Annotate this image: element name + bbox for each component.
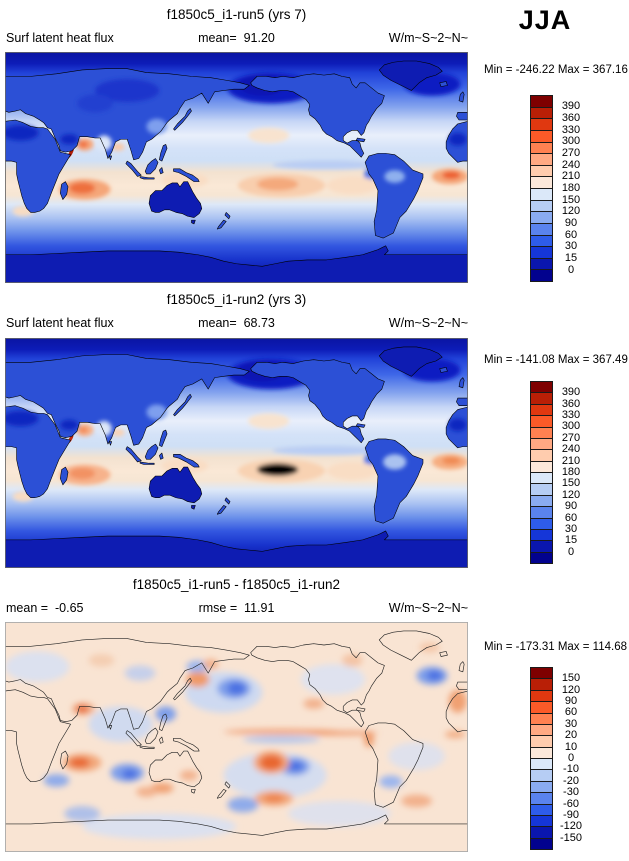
panel3-units-label: W/m~S~2~N~ — [388, 601, 468, 615]
colorbar-tick-label: 330 — [561, 123, 581, 136]
panel1-minmax-label: Min = -246.22 Max = 367.16 — [484, 64, 628, 76]
panel3-map — [5, 622, 468, 852]
panel1-mean-label: mean= 91.20 — [198, 31, 275, 45]
colorbar-tick-label: 30 — [564, 717, 578, 730]
colorbar-tick-label: 90 — [564, 695, 578, 708]
colorbar-tick-label: 15 — [564, 252, 578, 265]
colorbar-tick-label: 90 — [564, 500, 578, 513]
panel2-title: f1850c5_i1-run2 (yrs 3) — [166, 292, 307, 307]
colorbar-tick-label: 240 — [561, 443, 581, 456]
colorbar-tick-label: 180 — [561, 466, 581, 479]
colorbar-tick-label: -10 — [563, 763, 579, 776]
colorbar-tick-label: 0 — [567, 752, 575, 765]
panel1-map-svg — [5, 52, 468, 283]
colorbar-tick-label: -60 — [563, 797, 579, 810]
panel3-mean-label: mean = -0.65 — [6, 601, 84, 615]
colorbar-tick-label: 0 — [567, 545, 575, 558]
colorbar-tick-label: 150 — [561, 672, 581, 685]
colorbar-tick-label: 360 — [561, 397, 581, 410]
colorbar-tick-label: 270 — [561, 147, 581, 160]
panel2-units-label: W/m~S~2~N~ — [388, 316, 468, 330]
colorbar-tick-label: 30 — [564, 523, 578, 536]
panel3-minmax-label: Min = -173.31 Max = 114.68 — [484, 641, 627, 653]
panel2-colorbar — [530, 381, 553, 564]
colorbar-tick-label: 0 — [567, 263, 575, 276]
colorbar-tick-label: 330 — [561, 409, 581, 422]
colorbar-tick-label: 390 — [561, 100, 581, 113]
colorbar-tick-label: -20 — [563, 774, 579, 787]
colorbar-tick-label: 15 — [564, 534, 578, 547]
colorbar-tick-label: 240 — [561, 158, 581, 171]
panel1-title: f1850c5_i1-run5 (yrs 7) — [166, 7, 307, 22]
panel2-map-svg — [5, 338, 468, 568]
colorbar-tick-label: 270 — [561, 431, 581, 444]
panel1-colorbar-ticks: 390 360 330 300 270 240 210 180 150 120 90 60 30 15 0 — [551, 101, 591, 276]
colorbar-tick-label: 300 — [561, 135, 581, 148]
colorbar-tick-label: 10 — [564, 740, 578, 753]
panel3-rmse-label: rmse = 11.91 — [198, 601, 275, 615]
colorbar-tick-label: 60 — [564, 511, 578, 524]
panel2-minmax-label: Min = -141.08 Max = 367.49 — [484, 354, 628, 366]
panel2-map — [5, 338, 468, 568]
panel1-map — [5, 52, 468, 283]
colorbar-tick-label: 150 — [561, 193, 581, 206]
panel2-colorbar-ticks: 390 360 330 300 270 240 210 180 150 120 90 60 30 15 0 — [551, 387, 591, 558]
colorbar-tick-label: 180 — [561, 182, 581, 195]
colorbar-tick-label: 60 — [564, 706, 578, 719]
colorbar-tick-label: -120 — [559, 820, 583, 833]
panel2-variable-label: Surf latent heat flux — [6, 316, 114, 330]
panel1-units-label: W/m~S~2~N~ — [388, 31, 468, 45]
colorbar-tick-label: 120 — [561, 488, 581, 501]
colorbar-tick-label: 120 — [561, 683, 581, 696]
panel2-mean-label: mean= 68.73 — [198, 316, 275, 330]
panel3-title: f1850c5_i1-run5 - f1850c5_i1-run2 — [132, 577, 341, 592]
colorbar-tick-label: 390 — [561, 386, 581, 399]
colorbar-tick-label: 210 — [561, 170, 581, 183]
colorbar-tick-label: 120 — [561, 205, 581, 218]
panel3-colorbar — [530, 667, 553, 850]
panel3-colorbar-ticks: 150 120 90 60 30 20 10 0 -10 -20 -30 -60 -90 -120 -150 — [551, 673, 591, 844]
colorbar-tick-label: -90 — [563, 809, 579, 822]
colorbar-tick-label: 90 — [564, 217, 578, 230]
panel1-variable-label: Surf latent heat flux — [6, 31, 114, 45]
colorbar-tick-label: 210 — [561, 454, 581, 467]
panel1-colorbar — [530, 95, 553, 282]
season-label: JJA — [518, 5, 572, 35]
colorbar-tick-label: 300 — [561, 420, 581, 433]
colorbar-tick-label: 30 — [564, 240, 578, 253]
colorbar-cell — [530, 269, 553, 282]
colorbar-tick-label: 60 — [564, 228, 578, 241]
colorbar-tick-label: 150 — [561, 477, 581, 490]
colorbar-tick-label: -150 — [559, 831, 583, 844]
colorbar-tick-label: 360 — [561, 112, 581, 124]
colorbar-tick-label: 20 — [564, 729, 578, 742]
colorbar-cell — [530, 551, 553, 564]
colorbar-cell — [530, 837, 553, 850]
colorbar-tick-label: -30 — [563, 786, 579, 799]
panel3-map-svg — [5, 622, 468, 852]
